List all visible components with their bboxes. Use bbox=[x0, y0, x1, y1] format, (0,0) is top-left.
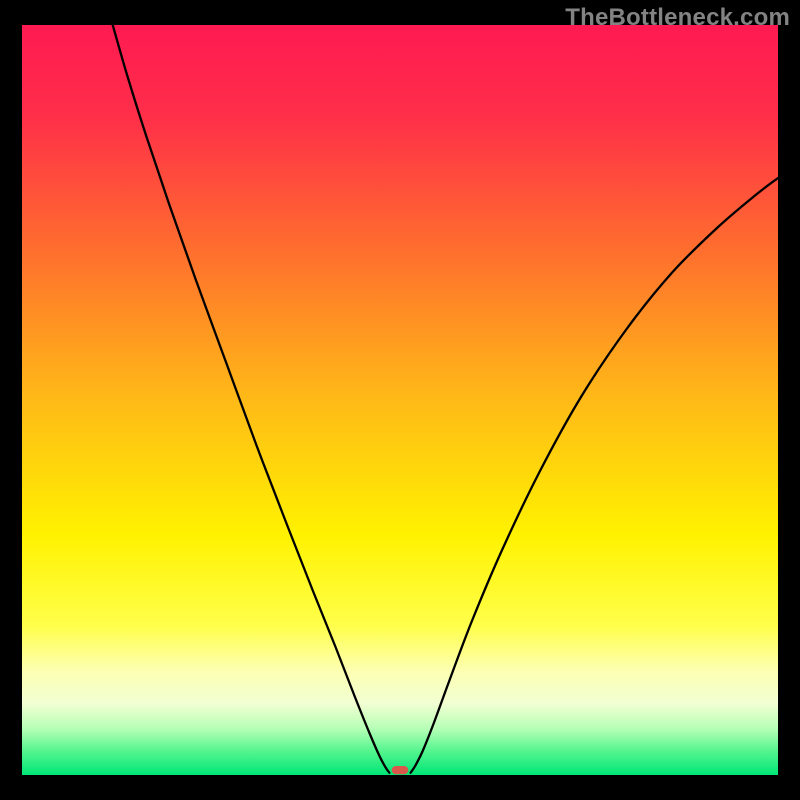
watermark-text: TheBottleneck.com bbox=[565, 4, 790, 32]
plot-background bbox=[22, 25, 778, 775]
minimum-marker bbox=[392, 766, 409, 774]
chart-container: TheBottleneck.com bbox=[0, 0, 800, 800]
gradient-chart bbox=[0, 0, 800, 800]
